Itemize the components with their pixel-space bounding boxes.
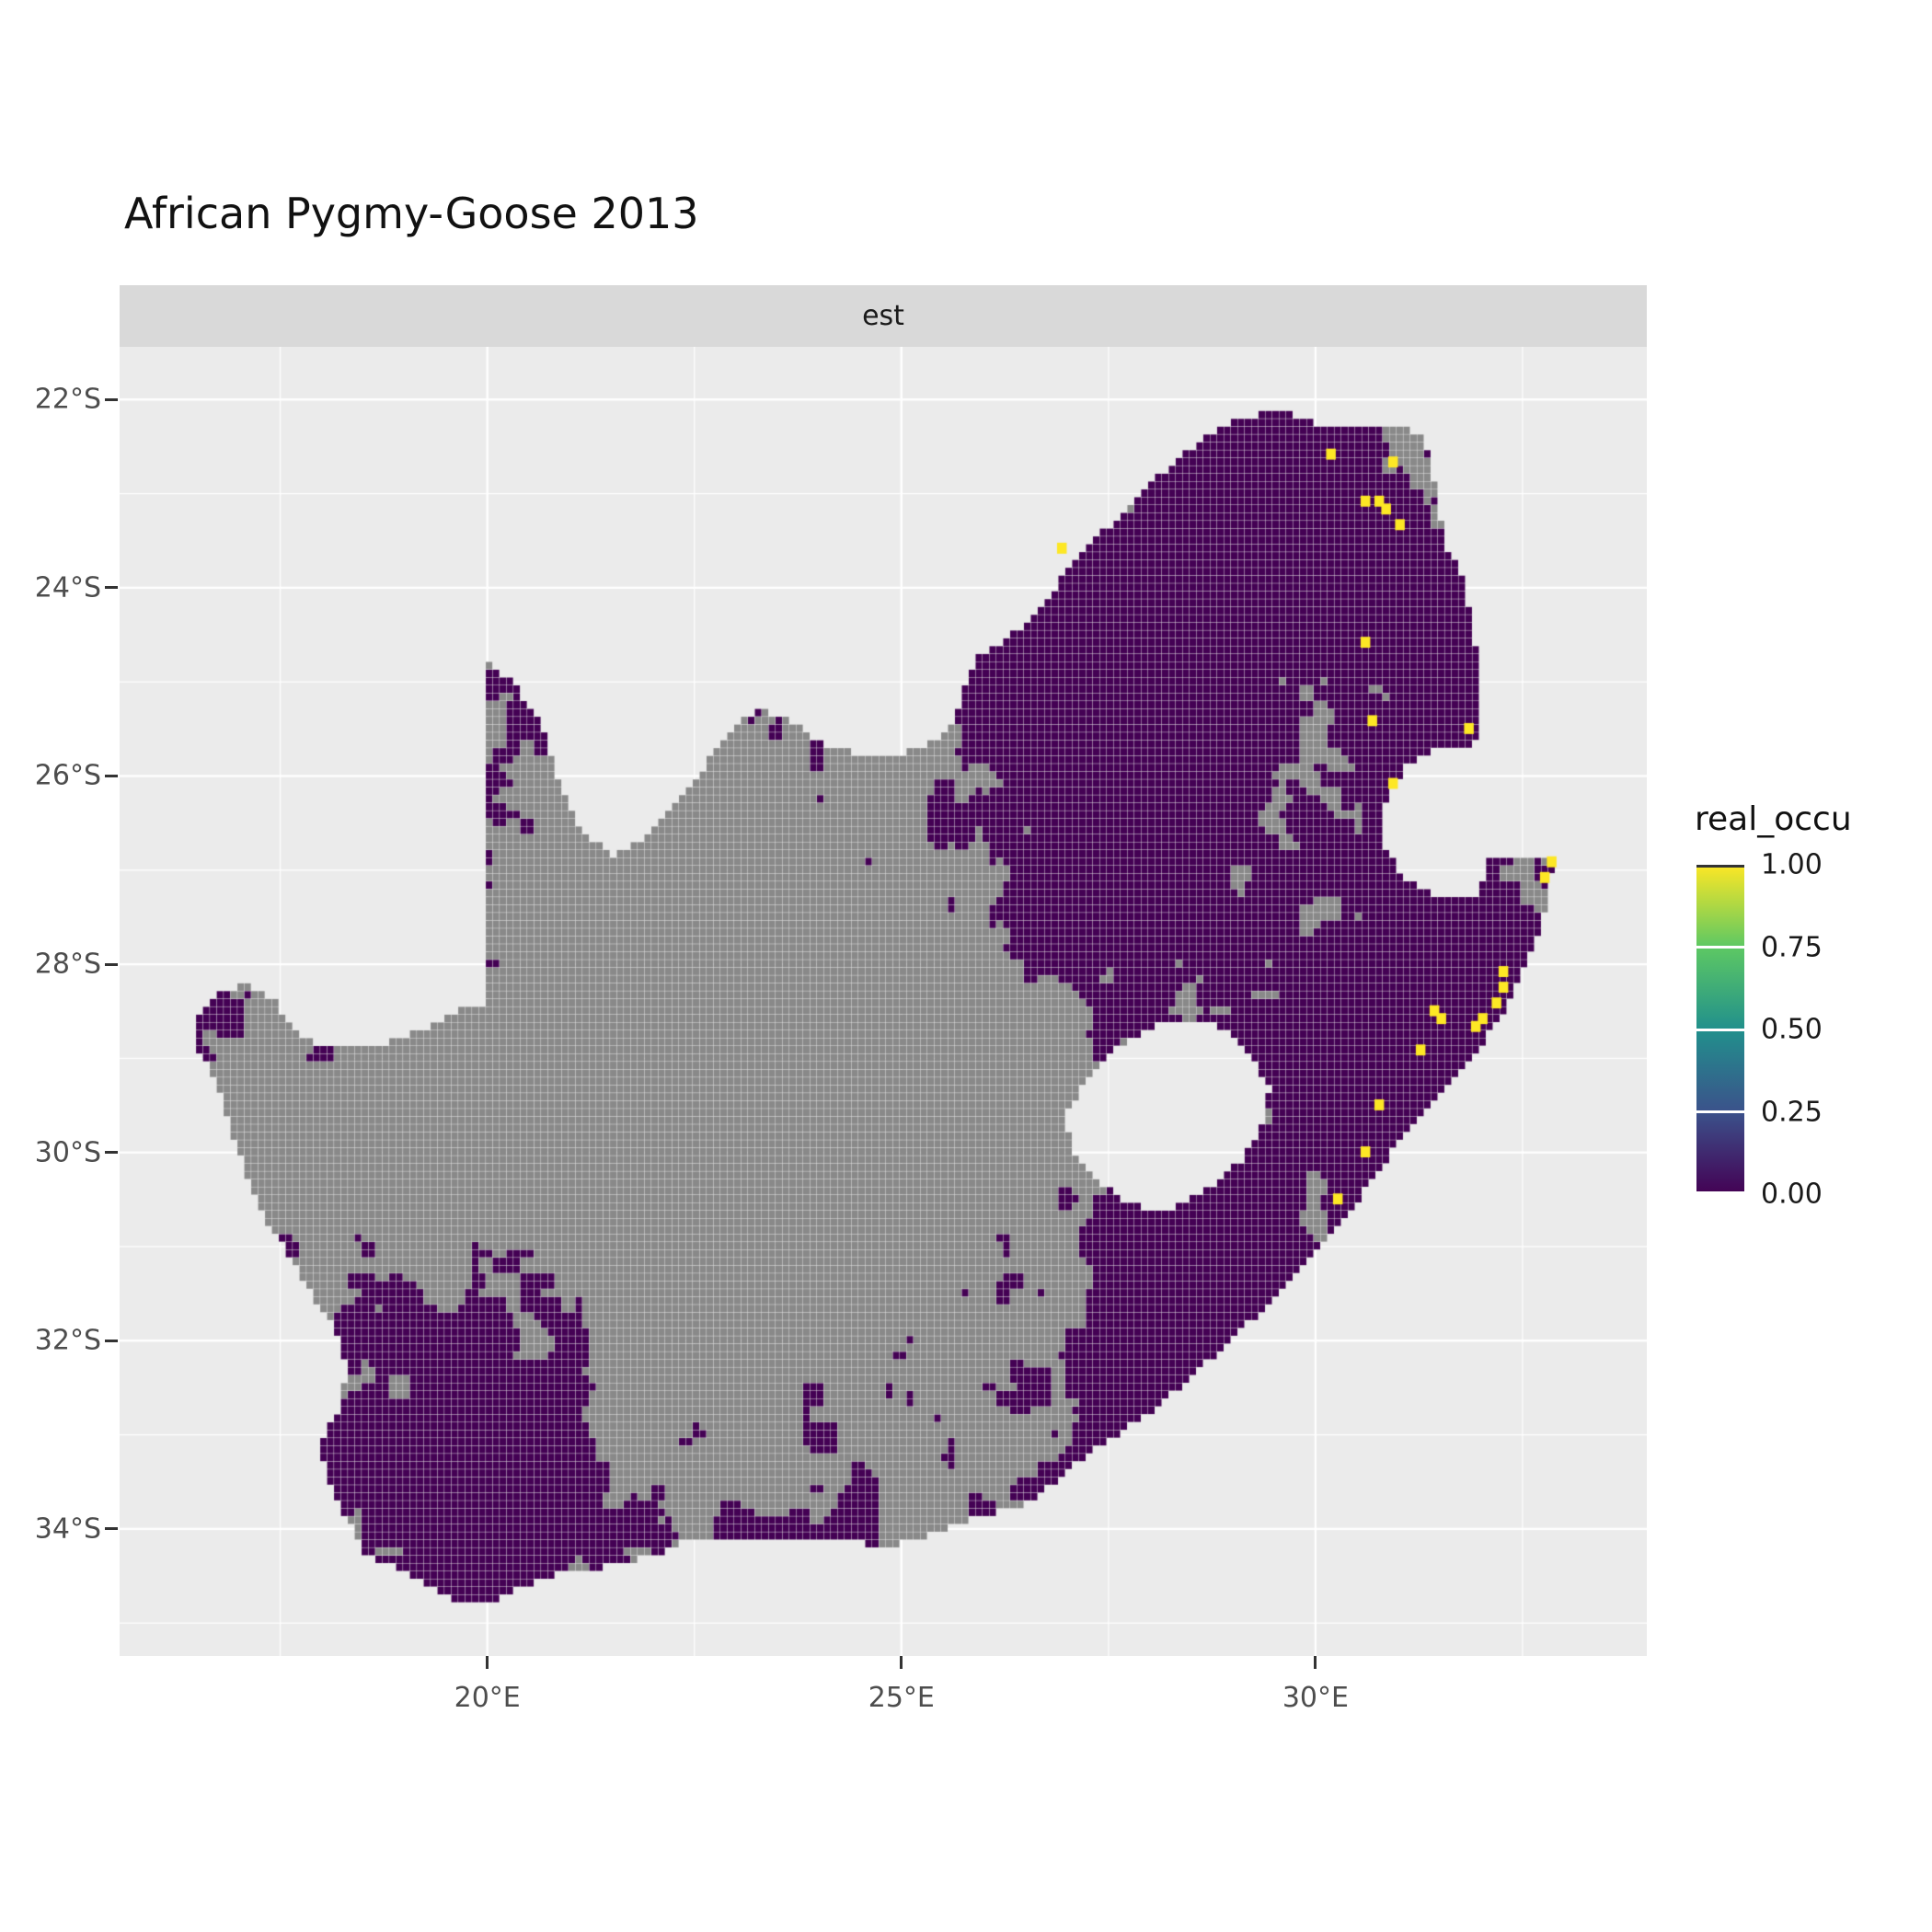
x-tick-mark: [1314, 1656, 1317, 1669]
legend-tick-mark: [1696, 1028, 1744, 1031]
y-tick-mark: [105, 586, 118, 590]
x-tick-label: 30°E: [1282, 1682, 1349, 1714]
x-tick-mark: [486, 1656, 489, 1669]
y-tick-mark: [105, 1339, 118, 1342]
y-tick-label: 22°S: [34, 383, 101, 416]
legend-tick-mark: [1696, 946, 1744, 949]
legend-tick-label: 1.00: [1761, 848, 1823, 881]
y-tick-label: 34°S: [34, 1512, 101, 1546]
x-tick-label: 20°E: [454, 1682, 521, 1714]
legend: real_occu 1.00 0.75 0.50 0.25 0.00: [1684, 800, 1932, 1260]
legend-tick-label: 0.25: [1761, 1096, 1823, 1128]
legend-tick-label: 0.00: [1761, 1178, 1823, 1211]
legend-tick-mark: [1696, 865, 1744, 868]
facet-strip: est: [120, 285, 1647, 347]
legend-tick-label: 0.75: [1761, 931, 1823, 963]
y-tick-mark: [105, 962, 118, 966]
y-tick-label: 28°S: [34, 948, 101, 981]
legend-title: real_occu: [1695, 800, 1852, 838]
occupancy-map-canvas: [120, 347, 1647, 1656]
y-tick-mark: [105, 397, 118, 401]
legend-tick-mark: [1696, 1191, 1744, 1194]
legend-tick-mark: [1696, 1110, 1744, 1113]
facet-strip-label: est: [862, 300, 904, 332]
y-tick-label: 26°S: [34, 759, 101, 792]
y-tick-label: 30°S: [34, 1136, 101, 1169]
x-tick-mark: [900, 1656, 903, 1669]
legend-tick-label: 0.50: [1761, 1013, 1823, 1046]
x-tick-label: 25°E: [868, 1682, 935, 1714]
y-tick-mark: [105, 1527, 118, 1531]
y-tick-mark: [105, 1151, 118, 1155]
y-tick-mark: [105, 774, 118, 777]
chart-title: African Pygmy-Goose 2013: [124, 189, 699, 238]
y-tick-label: 32°S: [34, 1324, 101, 1357]
y-tick-label: 24°S: [34, 571, 101, 604]
